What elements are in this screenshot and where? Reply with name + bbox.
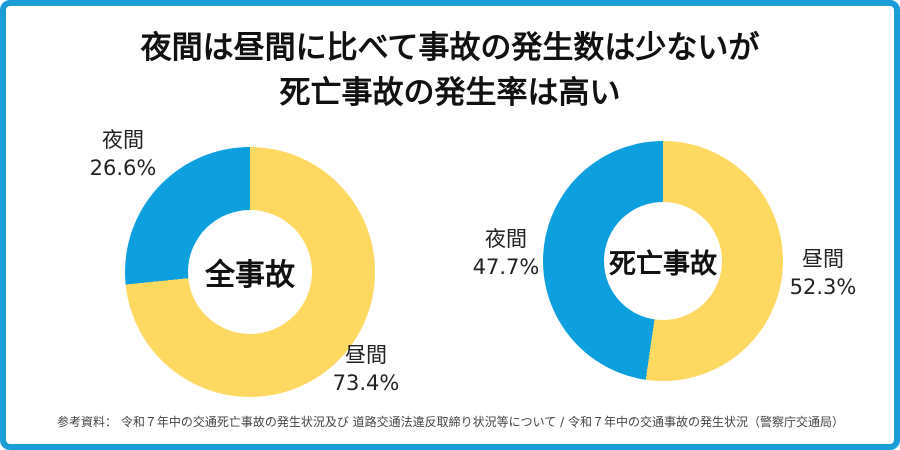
chart-title-line-2: 死亡事故の発生率は高い	[279, 75, 621, 111]
slice-label-fatal-day-pct: 52.3%	[789, 275, 857, 299]
slice-label-all-day: 昼間 73.4%	[301, 341, 431, 397]
slice-label-fatal-day: 昼間 52.3%	[758, 245, 888, 301]
chart-title-line-1: 夜間は昼間に比べて事故の発生数は少ないが	[140, 30, 760, 66]
slice-label-all-day-name: 昼間	[345, 343, 387, 367]
slice-label-all-night-pct: 26.6%	[89, 156, 157, 180]
slice-label-all-night-name: 夜間	[102, 128, 144, 152]
slice-label-all-night: 夜間 26.6%	[58, 126, 188, 182]
donut-hole-all-accidents: 全事故	[188, 210, 312, 334]
slice-label-fatal-night-pct: 47.7%	[472, 255, 540, 279]
donut-chart-fatal-accidents: 死亡事故	[543, 141, 783, 381]
donut-chart-all-accidents: 全事故	[125, 147, 375, 397]
donut-center-label-fatal-accidents: 死亡事故	[609, 248, 717, 280]
chart-title: 夜間は昼間に比べて事故の発生数は少ないが 死亡事故の発生率は高い	[6, 26, 894, 116]
slice-label-fatal-day-name: 昼間	[802, 247, 844, 271]
donut-center-label-all-accidents: 全事故	[205, 258, 295, 293]
slice-label-all-day-pct: 73.4%	[332, 371, 400, 395]
slice-label-fatal-night-name: 夜間	[485, 227, 527, 251]
donut-hole-fatal-accidents: 死亡事故	[604, 202, 722, 320]
slice-label-fatal-night: 夜間 47.7%	[441, 225, 571, 281]
source-note: 参考資料： 令和７年中の交通死亡事故の発生状況及び 道路交通法違反取締り状況等に…	[57, 415, 844, 429]
